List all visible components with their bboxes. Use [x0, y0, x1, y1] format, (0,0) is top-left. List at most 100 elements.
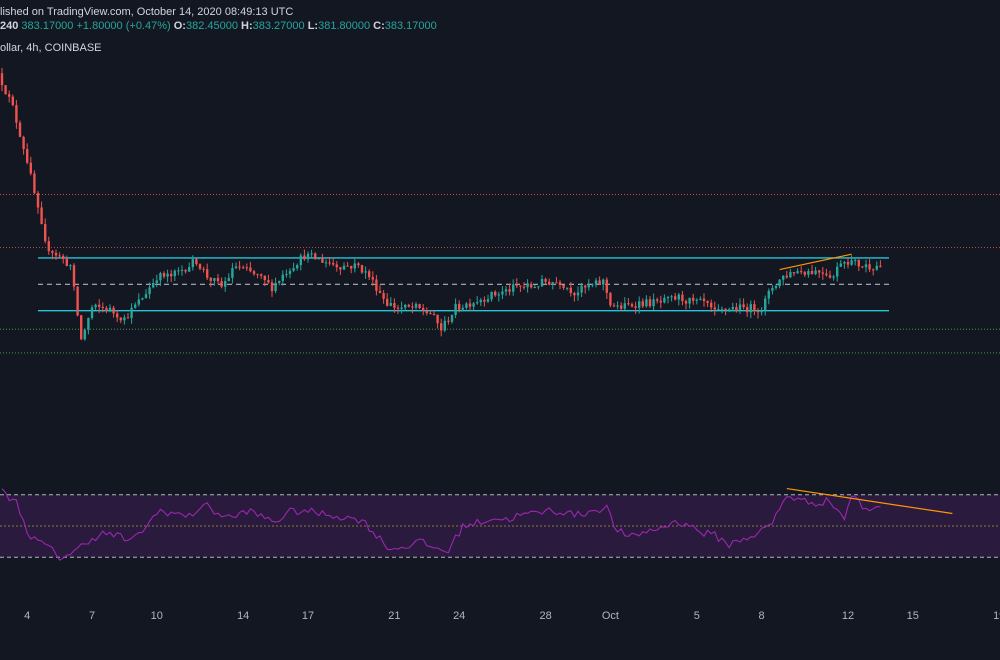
price-change: +1.80000 (+0.47%): [76, 20, 171, 32]
candle: [854, 257, 857, 266]
candle: [119, 317, 122, 324]
candle: [645, 295, 648, 308]
candle: [26, 143, 29, 165]
candle: [317, 257, 320, 260]
candle: [206, 263, 209, 280]
candle-body: [753, 304, 756, 311]
candle-body: [116, 313, 119, 318]
candle-body: [530, 283, 533, 288]
candle-body: [587, 285, 590, 288]
candle: [609, 292, 612, 308]
candle: [486, 294, 490, 304]
candle-body: [501, 291, 504, 295]
candle: [627, 298, 630, 306]
candle: [508, 283, 511, 296]
candle-body: [785, 275, 788, 278]
candle-body: [404, 304, 407, 308]
candle: [231, 263, 234, 284]
candle: [522, 282, 526, 290]
candle: [677, 292, 680, 306]
candle: [346, 261, 349, 267]
candle: [602, 278, 605, 291]
candle: [62, 253, 65, 264]
candle-body: [778, 279, 781, 286]
candle-body: [659, 300, 662, 303]
candle-body: [584, 285, 587, 288]
candle-body: [339, 267, 342, 270]
candle-body: [296, 265, 299, 269]
candle: [116, 310, 119, 323]
candle: [807, 268, 810, 278]
candle-body: [868, 264, 871, 270]
candle: [141, 297, 144, 301]
candle: [137, 293, 140, 307]
candle-body: [515, 284, 518, 286]
candle-body: [51, 251, 54, 253]
candle: [303, 249, 306, 261]
candle-body: [418, 304, 421, 309]
candle-body: [105, 307, 108, 311]
candle-body: [450, 315, 454, 322]
candle-body: [620, 305, 623, 309]
candle-body: [44, 224, 47, 242]
candle: [476, 296, 479, 305]
candle-body: [580, 285, 583, 293]
symbol-title: ollar, 4h, COINBASE: [0, 42, 102, 54]
candle-body: [612, 305, 616, 307]
candle: [605, 277, 608, 299]
candle: [191, 255, 194, 271]
candle: [134, 302, 137, 309]
candle-body: [98, 304, 101, 307]
candle-body: [8, 94, 11, 97]
x-tick-label: 19: [993, 610, 1000, 622]
candle-body: [854, 260, 857, 262]
candle-body: [782, 275, 785, 280]
candle-body: [814, 270, 817, 274]
candle-body: [29, 162, 32, 174]
candle-body: [573, 293, 576, 296]
candle: [252, 269, 256, 276]
candle: [720, 306, 724, 314]
candle: [447, 316, 450, 325]
x-tick-label: 12: [841, 610, 855, 622]
candle: [429, 310, 432, 315]
price-trendline: [779, 253, 852, 271]
candle: [278, 280, 281, 286]
candle: [483, 296, 486, 307]
candle: [436, 314, 439, 329]
candle-body: [65, 258, 68, 266]
candle: [263, 275, 266, 287]
candle: [490, 291, 493, 302]
candle: [648, 296, 652, 308]
candle: [414, 302, 418, 310]
candle: [872, 268, 875, 276]
candle: [767, 288, 770, 305]
candle: [270, 279, 274, 297]
candle-body: [227, 277, 230, 282]
time-axis[interactable]: 4 7 10 14 17 21 24 28 Oct 5 8 12 15 19: [0, 610, 1000, 630]
candle-body: [810, 270, 814, 274]
candle-body: [188, 267, 191, 272]
rsi-trendline: [786, 487, 953, 515]
candle: [184, 269, 187, 274]
candle: [857, 259, 860, 272]
candle-body: [342, 265, 346, 270]
candle-body: [533, 287, 536, 289]
interval-label: 240: [0, 20, 19, 32]
candle-body: [832, 276, 835, 278]
candle: [551, 281, 554, 290]
candle: [144, 289, 148, 299]
candle: [148, 282, 151, 299]
candle: [76, 286, 79, 317]
candle-body: [108, 307, 112, 311]
candle-body: [508, 289, 511, 292]
candle: [8, 90, 11, 103]
close-value: 383.17000: [384, 20, 437, 32]
x-tick-label: Oct: [601, 610, 619, 622]
candle-body: [562, 285, 565, 288]
candle: [537, 286, 540, 290]
candle: [360, 264, 364, 275]
candle-body: [454, 303, 457, 316]
candle: [515, 278, 518, 288]
